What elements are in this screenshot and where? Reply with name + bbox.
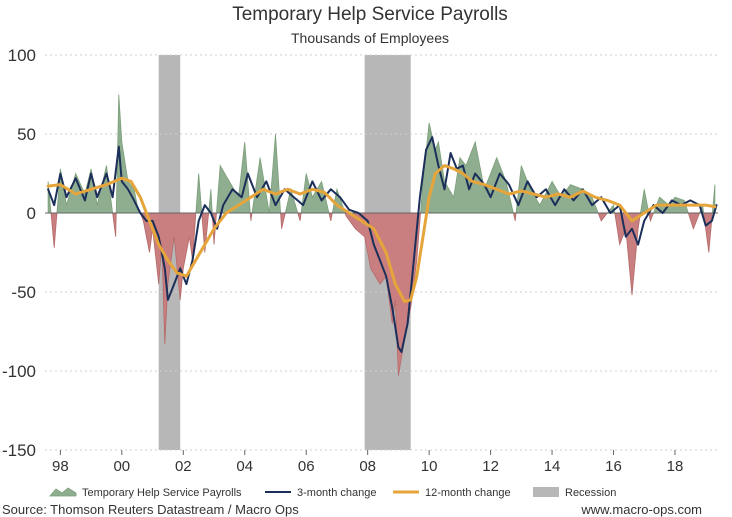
legend-swatch-recession [533, 487, 559, 497]
y-tick-label: -100 [2, 362, 36, 381]
legend-swatch-payrolls [49, 487, 77, 497]
legend-label: Recession [565, 487, 616, 499]
source-note: Source: Thomson Reuters Datastream / Mac… [2, 502, 299, 517]
chart-subtitle: Thousands of Employees [291, 30, 449, 46]
website-link[interactable]: www.macro-ops.com [580, 502, 702, 517]
x-tick-label: 02 [175, 458, 192, 475]
gridlines [45, 54, 718, 451]
x-tick-label: 10 [421, 458, 438, 475]
y-tick-label: 0 [27, 204, 36, 223]
x-tick-label: 06 [298, 458, 315, 475]
y-tick-label: 100 [8, 46, 36, 65]
chart-title: Temporary Help Service Payrolls [232, 4, 508, 25]
y-tick-label: -50 [11, 283, 36, 302]
y-axis: 100 50 0 -50 -100 -150 [2, 46, 36, 460]
x-tick-label: 98 [52, 458, 69, 475]
y-tick-label: 50 [17, 125, 36, 144]
x-axis: 98 00 02 04 06 08 10 12 14 16 18 [52, 450, 683, 475]
x-tick-label: 14 [544, 458, 561, 475]
legend-label: 3-month change [297, 487, 377, 499]
legend: Temporary Help Service Payrolls 3-month c… [49, 487, 616, 499]
legend-label: Temporary Help Service Payrolls [82, 487, 242, 499]
x-tick-label: 16 [605, 458, 622, 475]
x-tick-label: 00 [113, 458, 130, 475]
legend-label: 12-month change [425, 487, 511, 499]
y-tick-label: -150 [2, 441, 36, 460]
series-line-12-month [46, 164, 717, 303]
x-tick-label: 12 [482, 458, 499, 475]
series-lines [46, 136, 718, 353]
x-tick-label: 04 [236, 458, 253, 475]
x-tick-label: 08 [359, 458, 376, 475]
x-tick-label: 18 [667, 458, 684, 475]
